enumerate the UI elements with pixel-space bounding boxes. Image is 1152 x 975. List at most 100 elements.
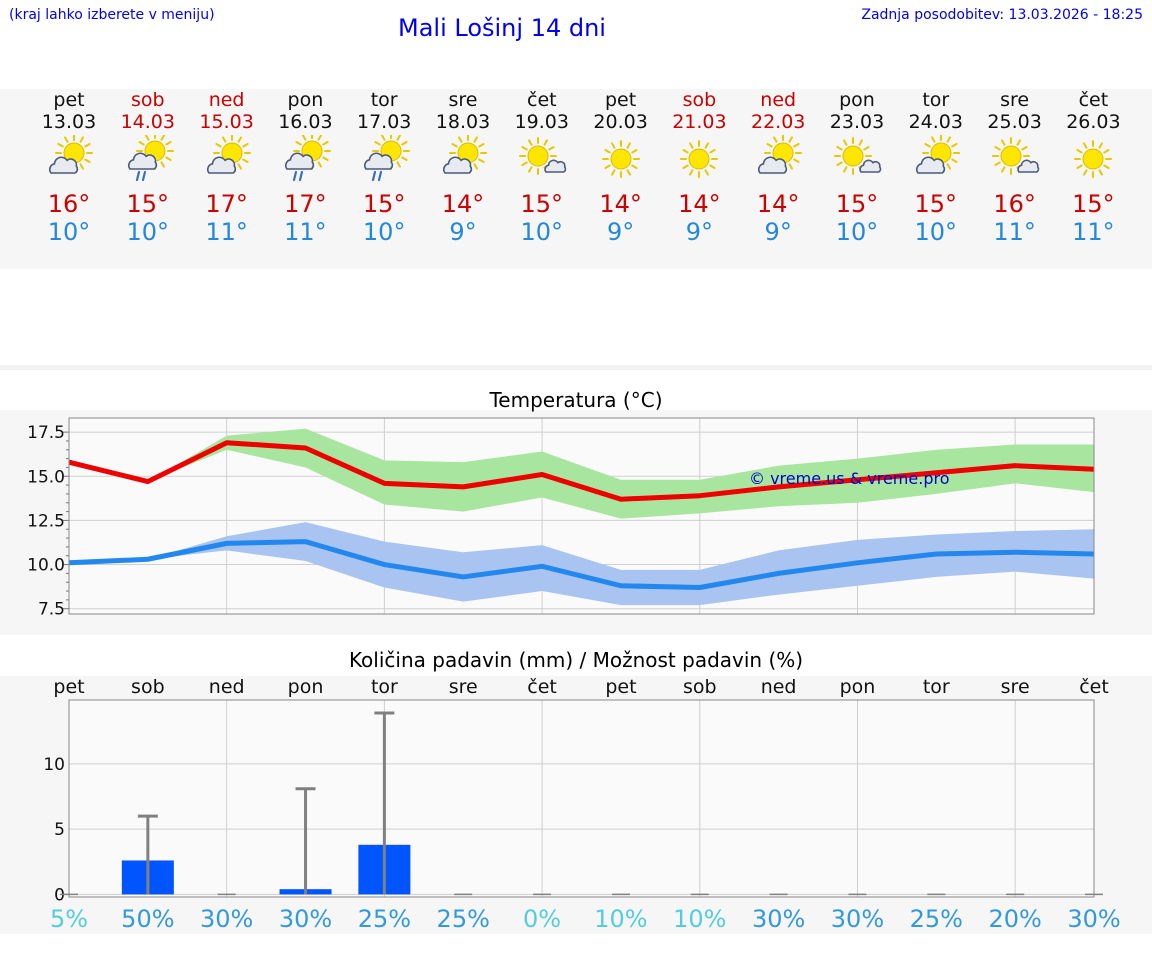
day-column: pet 20.03 14° 9° — [581, 89, 661, 246]
cloud-shape — [127, 152, 157, 170]
day-name: tor — [922, 89, 950, 111]
precip-chance-label: 5% — [50, 905, 88, 933]
day-name: pet — [604, 89, 637, 111]
sun-cloud-rain-icon — [364, 135, 411, 182]
precip-chance-label: 10% — [673, 905, 726, 933]
day-name: tor — [370, 89, 398, 111]
last-updated: Zadnja posodobitev: 13.03.2026 - 18:25 — [861, 7, 1143, 23]
temp-min: 10° — [362, 218, 406, 246]
y-tick-label: 0 — [54, 885, 65, 905]
temp-max: 15° — [126, 190, 170, 218]
sun-cloud-rain-icon — [127, 135, 174, 182]
precip-chance-label: 25% — [437, 905, 490, 933]
day-name: sob — [131, 89, 165, 111]
y-tick-label: 7.5 — [38, 600, 65, 620]
day-name: ned — [208, 89, 245, 111]
temp-min: 11° — [284, 218, 327, 246]
day-name: čet — [1078, 89, 1109, 111]
sun-cloud-icon — [206, 135, 251, 174]
cloud-shape — [758, 156, 788, 174]
day-column: tor 17.03 15° 10° — [344, 89, 424, 246]
precip-chart-title: Količina padavin (mm) / Možnost padavin … — [348, 648, 804, 672]
precip-chart: 0 5 10 pet sob ned pon tor sre čet pet sob ned pon tor… — [43, 676, 1120, 933]
day-column: čet 19.03 15° 10° — [502, 89, 582, 246]
day-name: sre — [1000, 89, 1030, 111]
sun-disc — [1000, 145, 1022, 167]
precip-chance-label: 30% — [200, 905, 253, 933]
sun-disc — [610, 148, 632, 170]
rain-drops — [135, 170, 146, 182]
y-tick-label: 15.0 — [27, 467, 65, 487]
sun-cloud-icon — [442, 135, 487, 174]
temp-min: 9° — [764, 218, 792, 246]
x-category-label: pon — [288, 676, 324, 698]
temp-min: 10° — [520, 218, 564, 246]
day-column: tor 24.03 15° 10° — [896, 89, 976, 246]
day-name: čet — [527, 89, 557, 111]
day-name: ned — [760, 89, 797, 111]
x-category-label: tor — [923, 676, 950, 698]
y-tick-label: 10.0 — [27, 556, 65, 576]
precip-chance-label: 0% — [523, 905, 561, 933]
cloud-shape — [442, 156, 473, 174]
cloud-shape — [285, 152, 315, 170]
precip-chance-label: 25% — [910, 905, 963, 933]
sun-disc — [1082, 148, 1104, 170]
day-column: sob 21.03 14° 9° — [659, 89, 739, 246]
day-column: pon 23.03 15° 10° — [817, 89, 897, 246]
day-date: 26.03 — [1066, 111, 1121, 133]
sun-rays — [680, 140, 719, 178]
day-date: 16.03 — [278, 111, 333, 133]
temp-max: 17° — [284, 190, 327, 218]
plot-frame — [68, 417, 1095, 615]
y-tick-label: 17.5 — [27, 423, 65, 443]
cloud-shape — [206, 156, 236, 174]
x-category-label: sob — [131, 676, 165, 698]
plot-frame — [68, 699, 1095, 898]
y-tick-label: 12.5 — [27, 511, 65, 531]
sun-icon — [1074, 140, 1113, 178]
plot-area — [69, 700, 1094, 897]
temp-min: 10° — [126, 218, 170, 246]
day-column: sre 18.03 14° 9° — [423, 89, 503, 246]
precip-whisker — [137, 814, 158, 895]
day-name: sob — [682, 89, 717, 111]
temp-min: 9° — [685, 218, 714, 246]
sun-cloud-icon — [915, 135, 960, 174]
location-hint: (kraj lahko izberete v meniju) — [9, 7, 215, 23]
day-date: 18.03 — [435, 111, 491, 133]
day-date: 13.03 — [41, 111, 97, 133]
cloud-shape — [48, 156, 79, 174]
sun-rays — [601, 140, 640, 178]
sun-small-cloud-icon — [834, 137, 882, 175]
precip-chance-label: 30% — [279, 905, 332, 933]
separator-band — [0, 365, 1152, 370]
day-date: 25.03 — [987, 111, 1042, 133]
page-title: Mali Lošinj 14 dni — [398, 14, 606, 42]
sun-rays — [1074, 140, 1113, 178]
temp-min: 11° — [993, 218, 1036, 246]
temp-max: 15° — [835, 190, 879, 218]
precip-chance-label: 30% — [752, 905, 805, 933]
rain-drops — [372, 170, 383, 182]
temp-min: 10° — [835, 218, 879, 246]
cloud-shape — [544, 159, 567, 173]
temp-max: 14° — [441, 190, 485, 218]
day-date: 21.03 — [672, 111, 727, 133]
precip-chance-label: 25% — [358, 905, 411, 933]
day-column: čet 26.03 15° 11° — [1053, 89, 1133, 246]
max-temp-line — [68, 440, 1095, 502]
day-date: 20.03 — [593, 111, 648, 133]
precip-chance-label: 50% — [121, 905, 174, 933]
x-category-label: čet — [1079, 676, 1109, 698]
x-category-label: ned — [761, 676, 797, 698]
temp-max: 15° — [362, 190, 406, 218]
day-column: ned 22.03 14° 9° — [738, 89, 818, 246]
temp-min: 11° — [1072, 218, 1115, 246]
day-name: pet — [53, 89, 85, 111]
temp-max: 15° — [914, 190, 958, 218]
precip-chance-label: 20% — [988, 905, 1041, 933]
forecast-band — [0, 89, 1152, 269]
x-category-label: pet — [53, 676, 84, 698]
precip-chance-label: 30% — [1067, 905, 1120, 933]
